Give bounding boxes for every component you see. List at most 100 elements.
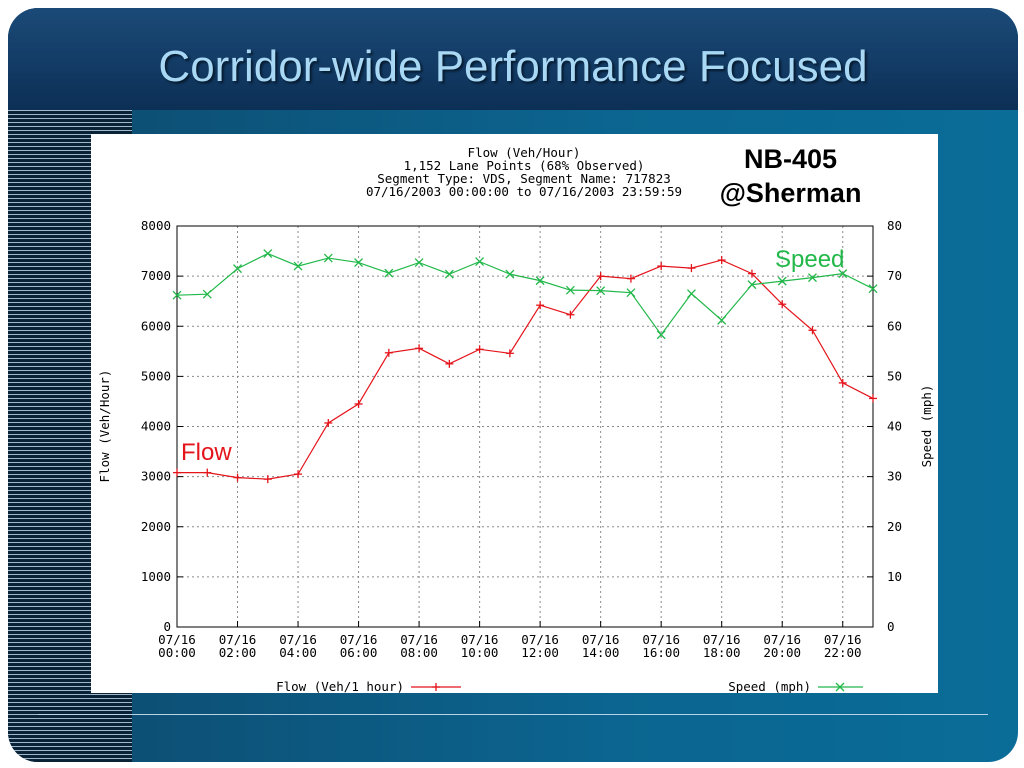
location-label: NB-405 @Sherman xyxy=(703,142,878,210)
flow-data-point xyxy=(566,310,575,319)
x-tick-time: 20:00 xyxy=(763,645,801,660)
chart-header-line-3: Segment Type: VDS, Segment Name: 717823 xyxy=(377,171,671,186)
left-tick-label: 1000 xyxy=(141,569,171,584)
flow-data-point xyxy=(536,301,545,310)
speed-data-point xyxy=(172,290,182,300)
x-tick-date: 07/16 xyxy=(824,632,862,647)
legend: Flow (Veh/1 hour) Speed (mph) xyxy=(276,679,863,693)
legend-speed-label: Speed (mph) xyxy=(728,679,811,693)
left-tick-label: 7000 xyxy=(141,268,171,283)
flow-data-point xyxy=(263,475,272,484)
x-tick-time: 04:00 xyxy=(279,645,317,660)
x-tick-date: 07/16 xyxy=(642,632,680,647)
chart-header: Flow (Veh/Hour) 1,152 Lane Points (68% O… xyxy=(366,145,682,199)
speed-data-point xyxy=(475,257,485,267)
series xyxy=(172,249,878,484)
flow-data-point xyxy=(808,326,817,335)
legend-flow-label: Flow (Veh/1 hour) xyxy=(276,679,404,693)
left-tick-label: 5000 xyxy=(141,368,171,383)
x-tick-date: 07/16 xyxy=(279,632,317,647)
flow-data-point xyxy=(415,344,424,353)
speed-data-point xyxy=(354,258,364,268)
x-tick-date: 07/16 xyxy=(219,632,257,647)
x-tick-time: 18:00 xyxy=(703,645,741,660)
legend-flow-sample xyxy=(411,683,461,691)
location-line-1: NB-405 xyxy=(743,144,838,174)
flow-data-point xyxy=(717,256,726,265)
speed-data-point xyxy=(323,253,333,263)
right-tick-label: 80 xyxy=(887,218,902,233)
x-axis-ticks: 07/1600:0007/1602:0007/1604:0007/1606:00… xyxy=(158,621,862,660)
flow-data-point xyxy=(354,399,363,408)
flow-data-point xyxy=(445,359,454,368)
right-tick-label: 40 xyxy=(887,419,902,434)
right-tick-label: 50 xyxy=(887,368,902,383)
x-tick-time: 08:00 xyxy=(400,645,438,660)
chart-header-line-2: 1,152 Lane Points (68% Observed) xyxy=(404,158,645,173)
x-tick-date: 07/16 xyxy=(703,632,741,647)
slide-title: Corridor-wide Performance Focused xyxy=(158,42,868,91)
x-tick-date: 07/16 xyxy=(582,632,620,647)
left-tick-label: 8000 xyxy=(141,218,171,233)
flow-speed-chart: Flow (Veh/Hour) 1,152 Lane Points (68% O… xyxy=(97,145,934,693)
right-tick-label: 10 xyxy=(887,569,902,584)
speed-data-point xyxy=(505,269,515,279)
speed-data-point xyxy=(868,284,878,294)
flow-data-point xyxy=(203,468,212,477)
speed-data-point xyxy=(535,276,545,286)
flow-data-point xyxy=(233,473,242,482)
speed-data-point xyxy=(747,280,757,290)
flow-data-point xyxy=(687,264,696,273)
flow-data-point xyxy=(778,300,787,309)
legend-speed-sample xyxy=(818,682,863,692)
x-tick-time: 00:00 xyxy=(158,645,196,660)
x-tick-time: 16:00 xyxy=(642,645,680,660)
location-line-2: @Sherman xyxy=(719,178,862,208)
speed-data-point xyxy=(202,289,212,299)
speed-data-point xyxy=(626,288,636,298)
flow-data-point xyxy=(294,470,303,479)
flow-data-point xyxy=(324,418,333,427)
flow-data-point xyxy=(384,348,393,357)
x-tick-time: 10:00 xyxy=(461,645,499,660)
speed-data-point xyxy=(565,285,575,295)
grid xyxy=(177,226,873,627)
left-axis-label: Flow (Veh/Hour) xyxy=(97,370,112,483)
speed-callout: Speed xyxy=(775,246,845,273)
x-tick-date: 07/16 xyxy=(158,632,196,647)
speed-data-point xyxy=(263,249,273,259)
x-tick-time: 06:00 xyxy=(340,645,378,660)
chart-panel: Flow (Veh/Hour) 1,152 Lane Points (68% O… xyxy=(91,134,938,693)
speed-data-point xyxy=(656,330,666,340)
speed-data-point xyxy=(444,269,454,279)
right-tick-label: 0 xyxy=(887,619,895,634)
flow-series-line xyxy=(177,259,874,480)
flow-data-point xyxy=(626,274,635,283)
x-tick-date: 07/16 xyxy=(340,632,378,647)
speed-data-point xyxy=(717,315,727,325)
flow-data-point xyxy=(505,349,514,358)
left-tick-label: 4000 xyxy=(141,419,171,434)
right-tick-label: 70 xyxy=(887,268,902,283)
x-tick-time: 22:00 xyxy=(824,645,862,660)
flow-data-point xyxy=(747,269,756,278)
speed-data-point xyxy=(686,289,696,299)
bottom-divider xyxy=(38,714,988,715)
x-tick-date: 07/16 xyxy=(461,632,499,647)
flow-data-point xyxy=(838,378,847,387)
speed-data-point xyxy=(233,264,242,274)
flow-data-point xyxy=(869,394,877,403)
right-axis-ticks: 0 10 20 30 40 50 60 70 80 xyxy=(867,218,902,634)
x-tick-time: 02:00 xyxy=(219,645,257,660)
x-tick-date: 07/16 xyxy=(400,632,438,647)
left-tick-label: 0 xyxy=(163,619,171,634)
left-tick-label: 3000 xyxy=(141,469,171,484)
speed-data-point xyxy=(384,268,394,278)
left-tick-label: 6000 xyxy=(141,318,171,333)
flow-data-point xyxy=(475,345,484,354)
x-tick-date: 07/16 xyxy=(763,632,801,647)
legend-flow-marker xyxy=(432,683,440,691)
speed-data-point xyxy=(808,273,817,283)
speed-series-line xyxy=(176,252,874,336)
